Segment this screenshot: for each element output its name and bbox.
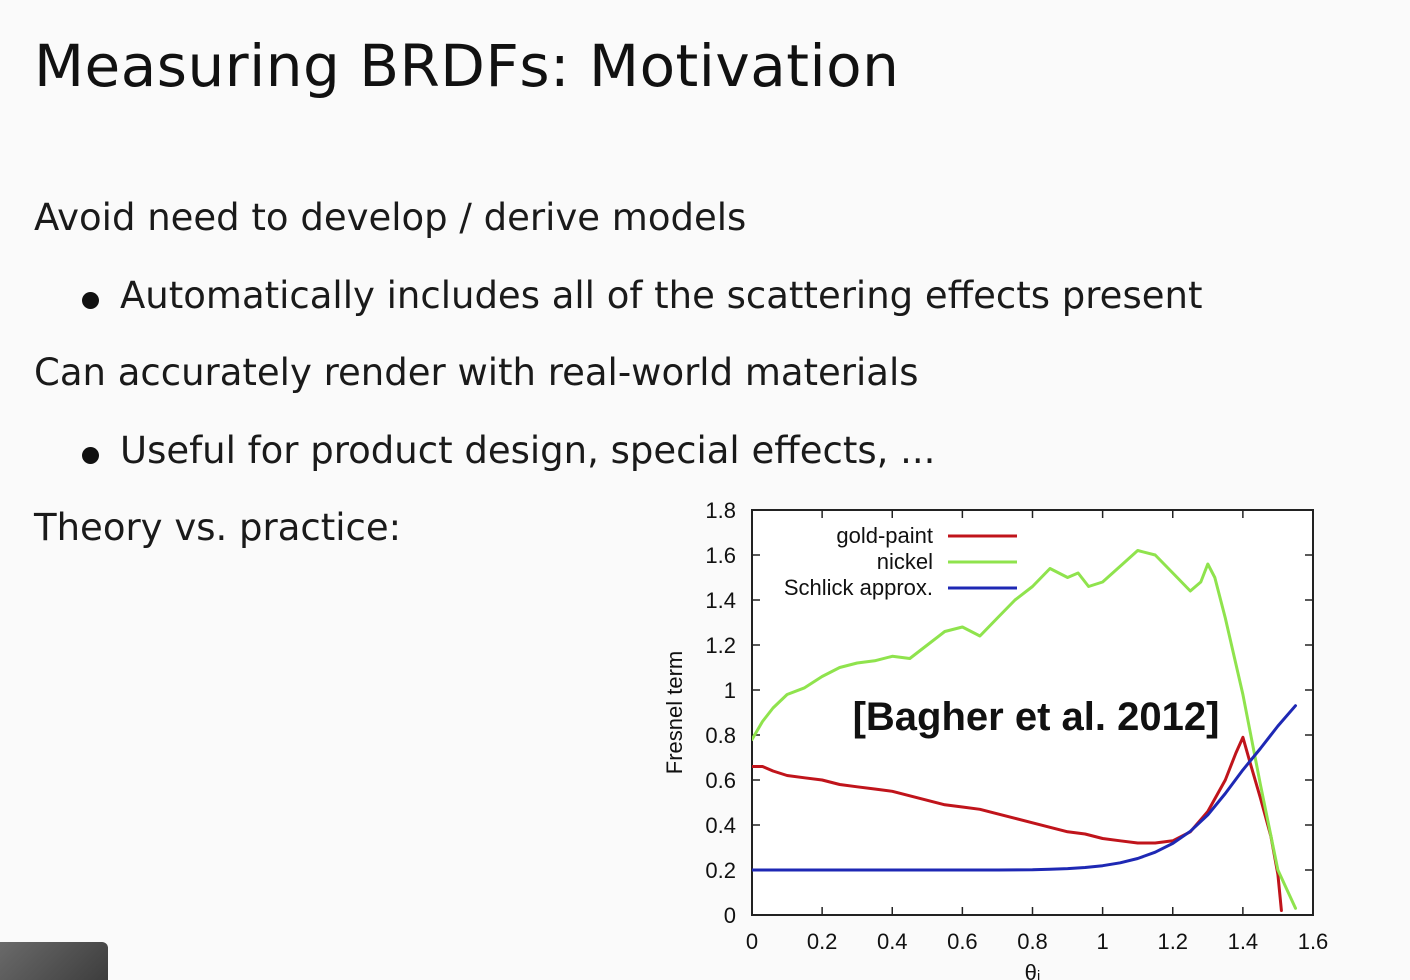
series-line-gold-paint: [752, 735, 1283, 912]
x-tick-label: 0.2: [807, 929, 838, 954]
fresnel-chart: 0 0.2 0.4 0.6 0.8 1 1.2 1.4 1.6 0 0.2 0.4 0.6 0.8 1 1.2…: [662, 498, 1328, 980]
x-tick-label: 1.2: [1157, 929, 1188, 954]
y-axis-label: Fresnel term: [662, 651, 687, 774]
y-tick-label: 1.4: [705, 588, 736, 613]
legend-label: gold-paint: [836, 523, 933, 548]
y-tick-label: 0.8: [705, 723, 736, 748]
bullet-line-3: Can accurately render with real-world ma…: [34, 351, 919, 394]
x-tick-label: 0.6: [947, 929, 978, 954]
presenter-video-thumbnail: [0, 942, 108, 980]
y-tick-label: 1: [724, 678, 736, 703]
chart-annotation: [Bagher et al. 2012]: [853, 695, 1220, 739]
y-tick-label: 0.2: [705, 858, 736, 883]
axis-ticks: 0 0.2 0.4 0.6 0.8 1 1.2 1.4 1.6 0 0.2 0.4 0.6 0.8 1 1.2…: [705, 498, 1328, 954]
series-line-nickel: [752, 549, 1297, 910]
legend-label: Schlick approx.: [784, 575, 933, 600]
y-tick-label: 0: [724, 903, 736, 928]
y-tick-label: 0.6: [705, 768, 736, 793]
series-line-schlick-approx: [752, 704, 1297, 872]
bullet-line-4: Useful for product design, special effec…: [120, 429, 936, 472]
x-tick-label: 0.8: [1017, 929, 1048, 954]
x-tick-label: 0: [746, 929, 758, 954]
x-axis-label: θᵢ: [1025, 960, 1041, 980]
bullet-dot-icon: [82, 292, 99, 309]
x-tick-label: 1.4: [1228, 929, 1259, 954]
x-tick-label: 1: [1097, 929, 1109, 954]
bullet-line-5: Theory vs. practice:: [34, 506, 402, 549]
plot-area: [751, 509, 1314, 916]
x-tick-label: 0.4: [877, 929, 908, 954]
y-tick-label: 0.4: [705, 813, 736, 838]
y-tick-label: 1.2: [705, 633, 736, 658]
series-lines: [752, 549, 1297, 912]
bullet-dot-icon: [82, 447, 99, 464]
y-tick-label: 1.8: [705, 498, 736, 523]
y-tick-label: 1.6: [705, 543, 736, 568]
legend-label: nickel: [877, 549, 933, 574]
slide-title: Measuring BRDFs: Motivation: [34, 32, 900, 100]
x-tick-label: 1.6: [1298, 929, 1329, 954]
bullet-line-2: Automatically includes all of the scatte…: [120, 274, 1203, 317]
bullet-line-1: Avoid need to develop / derive models: [34, 196, 747, 239]
